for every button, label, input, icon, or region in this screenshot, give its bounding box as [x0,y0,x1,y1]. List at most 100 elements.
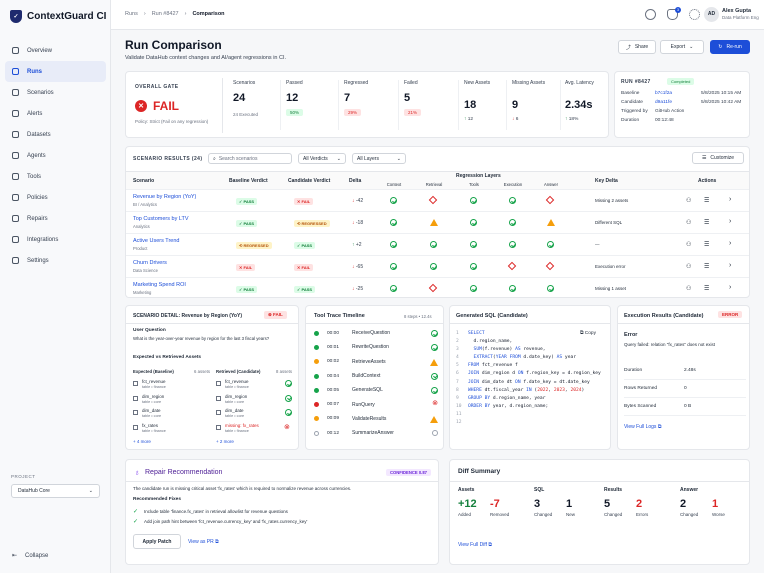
chevron-right-icon[interactable]: › [729,196,732,203]
chevron-right-icon[interactable]: › [729,284,732,291]
trace-step[interactable]: 00:00 ReceiveQuestion [314,326,438,340]
layer-cell[interactable] [390,263,397,270]
layer-cell[interactable] [509,219,516,226]
rerun-button[interactable]: ↻ Re-run [710,40,750,54]
chevron-right-icon[interactable]: › [729,262,732,269]
sidebar-item-settings[interactable]: Settings [5,250,106,271]
layer-cell[interactable] [509,197,516,204]
layer-cell[interactable] [470,263,477,270]
trace-step[interactable]: 00:05 GenerateSQL [314,383,438,397]
layer-cell[interactable] [509,285,516,292]
layer-cell[interactable] [545,261,555,271]
layer-cell[interactable] [428,195,438,205]
run-detail-value[interactable]: b7c1f2a [655,91,673,96]
table-row[interactable]: Top Customers by LTV Analytics ✓ PASS ⟲ REG… [126,211,749,233]
more-expected-link[interactable]: + 4 more [133,439,151,444]
collapse-button[interactable]: ⇤ Collapse [12,552,48,560]
scenario-name-link[interactable]: Revenue by Region (YoY) [133,194,197,200]
sidebar-item-alerts[interactable]: Alerts [5,103,106,124]
project-select[interactable]: DataHub Core ⌄ [11,484,100,498]
table-row[interactable]: Churn Drivers Data Science ✕ FAIL ✕ FAIL ↓ -… [126,255,749,277]
list-icon[interactable]: ☰ [704,286,710,292]
asset-item[interactable]: missing: fx_rates table • finance ⊗ [216,423,294,438]
customize-button[interactable]: ☰ Customize [692,152,744,164]
graph-icon[interactable]: ⚇ [686,220,692,226]
trace-step[interactable]: 00:09 ValidateResults [314,412,438,426]
layer-cell[interactable] [547,241,554,248]
layer-cell[interactable] [430,219,438,226]
table-row[interactable]: Revenue by Region (YoY) BI / Analytics ✓ P… [126,189,749,211]
layer-cell[interactable] [390,197,397,204]
breadcrumb-runs[interactable]: Runs [125,11,138,17]
help-icon[interactable] [645,9,656,20]
layer-cell[interactable] [507,261,517,271]
search-input[interactable]: ⌕ Search scenarios [208,153,292,164]
layer-cell[interactable] [545,195,555,205]
layer-cell[interactable] [547,285,554,292]
view-pr-link[interactable]: View as PR ⧉ [188,539,219,545]
view-logs-link[interactable]: View Full Logs ⧉ [624,424,661,430]
sidebar-item-runs[interactable]: Runs [5,61,106,82]
view-diff-link[interactable]: View Full Diff ⧉ [458,542,492,548]
asset-item[interactable]: dim_region table • core [216,394,294,409]
sidebar-item-integrations[interactable]: Integrations [5,229,106,250]
more-retrieved-link[interactable]: + 2 more [216,439,234,444]
sidebar-item-tools[interactable]: Tools [5,166,106,187]
scenario-name-link[interactable]: Churn Drivers [133,260,167,266]
layer-cell[interactable] [430,241,437,248]
asset-item[interactable]: dim_region table • core [133,394,211,409]
layer-cell[interactable] [428,283,438,293]
breadcrumb-run[interactable]: Run #8427 [151,11,179,17]
graph-icon[interactable]: ⚇ [686,286,692,292]
layer-cell[interactable] [470,197,477,204]
app-logo[interactable]: ✓ ContextGuard CI [10,10,106,23]
trace-step[interactable]: 00:04 BuildContext [314,369,438,383]
user-info[interactable]: Alex Gupta Data Platform Eng [722,8,759,20]
list-icon[interactable]: ☰ [704,242,710,248]
trace-step[interactable]: 00:12 SummarizeAnswer [314,426,438,440]
graph-icon[interactable]: ⚇ [686,242,692,248]
share-button[interactable]: ⤴ Share [618,40,656,54]
theme-sun-icon[interactable] [689,9,700,20]
trace-step[interactable]: 00:07 RunQuery ⊗ [314,397,438,411]
trace-step[interactable]: 00:02 RetrieveAssets [314,355,438,369]
sidebar-item-agents[interactable]: Agents [5,145,106,166]
chevron-right-icon[interactable]: › [729,240,732,247]
export-button[interactable]: Export ⌄ [660,40,704,54]
asset-item[interactable]: fct_revenue table • finance [216,379,294,394]
sidebar-item-overview[interactable]: Overview [5,40,106,61]
layer-cell[interactable] [547,219,555,226]
asset-item[interactable]: fx_rates table • finance [133,423,211,438]
list-icon[interactable]: ☰ [704,198,710,204]
list-icon[interactable]: ☰ [704,220,710,226]
table-row[interactable]: Active Users Trend Product ⟲ REGRESSED ✓ PA… [126,233,749,255]
layer-cell[interactable] [390,285,397,292]
sidebar-item-policies[interactable]: Policies [5,187,106,208]
layer-cell[interactable] [430,263,437,270]
scenario-name-link[interactable]: Active Users Trend [133,238,180,244]
trace-step[interactable]: 00:01 RewriteQuestion [314,340,438,354]
asset-item[interactable]: dim_date table • core [133,408,211,423]
scenario-name-link[interactable]: Marketing Spend ROI [133,282,186,288]
chevron-right-icon[interactable]: › [729,218,732,225]
list-icon[interactable]: ☰ [704,264,710,270]
layer-filter[interactable]: All Layers ⌄ [352,153,406,164]
notification-bell-icon[interactable]: 3 [667,7,681,20]
table-row[interactable]: Marketing Spend ROI Marketing ✓ PASS ✓ PASS… [126,277,749,299]
verdict-filter[interactable]: All Verdicts ⌄ [298,153,346,164]
graph-icon[interactable]: ⚇ [686,198,692,204]
layer-cell[interactable] [470,241,477,248]
sidebar-item-datasets[interactable]: Datasets [5,124,106,145]
layer-cell[interactable] [470,219,477,226]
apply-patch-button[interactable]: Apply Patch [133,534,181,549]
asset-item[interactable]: fct_revenue table • finance [133,379,211,394]
graph-icon[interactable]: ⚇ [686,264,692,270]
sidebar-item-scenarios[interactable]: Scenarios [5,82,106,103]
scenario-name-link[interactable]: Top Customers by LTV [133,216,189,222]
run-detail-value[interactable]: d9a11fe [655,100,672,105]
layer-cell[interactable] [390,219,397,226]
layer-cell[interactable] [470,285,477,292]
sidebar-item-repairs[interactable]: Repairs [5,208,106,229]
asset-item[interactable]: dim_date table • core [216,408,294,423]
layer-cell[interactable] [509,241,516,248]
